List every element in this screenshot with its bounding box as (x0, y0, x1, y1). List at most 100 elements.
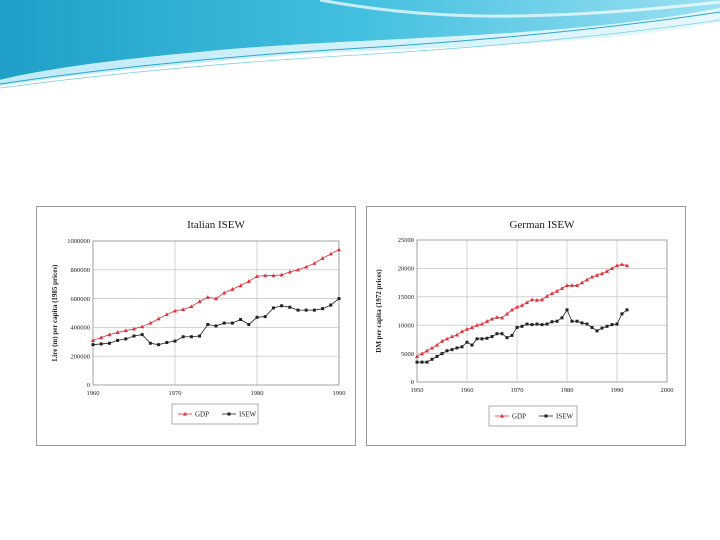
italian-series-gdp-point (238, 283, 243, 288)
italian-series-isew-point (271, 306, 275, 310)
italian-series-gdp-point (123, 328, 128, 333)
banner-wave-light (0, 8, 720, 86)
italian-series-gdp-point (328, 251, 333, 256)
german-series-isew-point (600, 326, 604, 330)
italian-series-gdp-point (148, 320, 153, 325)
banner-wave-dark (0, 0, 720, 80)
german-series-gdp-point (535, 298, 539, 302)
german-series-isew-point (615, 322, 619, 326)
german-series-gdp-point (575, 283, 579, 288)
german-series-gdp-point (485, 319, 489, 323)
german-series-gdp-line (416, 264, 628, 357)
german-x-tick-label: 1980 (561, 387, 574, 394)
italian-series-gdp-point (222, 290, 227, 295)
italian-series-isew-point (99, 342, 103, 346)
german-series-gdp-point (610, 266, 614, 270)
italian-series-gdp-point (296, 267, 300, 272)
italian-series-gdp-point (164, 312, 169, 317)
german-series-gdp-point (430, 345, 434, 350)
italian-series-isew-point (107, 341, 111, 345)
german-series-isew-point (425, 360, 429, 364)
german-legend-gdp-label: GDP (512, 412, 526, 420)
banner-line-2 (0, 19, 720, 89)
italian-plot-frame (92, 240, 340, 386)
german-series-gdp-point (475, 323, 479, 327)
italian-series-gdp-point (230, 287, 235, 291)
italian-y-tick-label: 0 (87, 382, 90, 389)
german-series-gdp-point (590, 274, 594, 279)
german-series-gdp-point (605, 269, 609, 273)
german-series-isew-point (520, 324, 524, 328)
italian-series-isew-point (124, 337, 128, 341)
german-legend-isew-label: ISEW (556, 412, 574, 420)
german-legend-gdp-marker (500, 413, 504, 418)
german-series-isew-point (450, 348, 454, 352)
german-legend-isew-marker (544, 414, 548, 418)
italian-series-isew-point (329, 303, 333, 307)
german-series-gdp-point (495, 315, 499, 319)
german-series-isew-point (430, 357, 434, 361)
german-x-tick-label: 1970 (511, 387, 524, 394)
german-series-isew-point (485, 336, 489, 340)
german-y-tick-label: 10000 (398, 322, 414, 329)
italian-legend-gdp-marker (183, 411, 187, 416)
german-plot-frame (416, 239, 668, 383)
german-y-tick-label: 25000 (398, 237, 414, 244)
german-series-gdp-point (415, 354, 419, 359)
italian-series-gdp-point (132, 326, 136, 331)
german-series-gdp-point (615, 263, 619, 268)
italian-series-isew-point (280, 304, 284, 308)
italian-chart-title: Italian ISEW (187, 219, 245, 231)
italian-series-isew-point (189, 335, 193, 339)
italian-series-isew-point (91, 343, 95, 347)
german-y-axis-label: DM per capita (1972 prices) (375, 269, 383, 353)
german-series-isew-point (475, 337, 479, 341)
german-chart-panel: German ISEW 0 5000 10000 15000 20000 25000 1950… (366, 206, 686, 446)
italian-series-gdp-point (156, 316, 161, 321)
german-series-gdp-point (545, 294, 549, 298)
italian-series-isew-point (296, 308, 300, 312)
german-series-gdp-point (580, 280, 584, 285)
header-banner-swoosh (0, 0, 720, 89)
german-series-gdp-point (435, 342, 439, 347)
german-series-gdp-point (570, 283, 574, 288)
german-series-gdp-point (455, 332, 459, 337)
italian-series-isew-point (157, 343, 161, 347)
german-legend-box (488, 405, 578, 427)
german-series-gdp-point (510, 307, 514, 312)
italian-series-gdp-point (255, 274, 259, 278)
german-y-tick-label: 15000 (398, 294, 414, 301)
german-series-isew-point (570, 319, 574, 323)
italian-series-isew-point (214, 324, 218, 328)
banner-shine (319, 0, 720, 18)
german-series-isew-point (510, 333, 514, 337)
italian-series-isew-point (239, 317, 243, 321)
italian-series-isew-point (263, 315, 267, 319)
german-series-gdp-point (585, 277, 589, 282)
german-x-tick-label: 1960 (461, 387, 474, 394)
italian-series-isew-point (140, 333, 144, 337)
italian-series-isew-point (230, 321, 234, 325)
german-series-gdp-point (565, 283, 569, 288)
german-series-gdp-point (460, 329, 464, 334)
italian-chart-svg: Italian ISEW 0 200000 400000 600000 800000 100… (51, 219, 346, 425)
italian-legend-isew-label: ISEW (239, 410, 257, 418)
german-series-isew-point (565, 308, 569, 312)
german-series-gdp-point (560, 286, 564, 290)
italian-series-isew-point (206, 323, 210, 327)
italian-x-tick-label: 1980 (251, 390, 264, 397)
italian-series-isew-point (337, 297, 341, 301)
german-series-isew-point (465, 340, 469, 344)
german-series-isew-point (540, 323, 544, 327)
german-series-gdp-point (555, 288, 559, 293)
italian-series-gdp-point (246, 279, 251, 283)
italian-series-isew-point (132, 334, 136, 338)
italian-series-gdp-point (140, 324, 145, 329)
italian-legend-gdp-label: GDP (195, 410, 209, 418)
italian-y-tick-label: 600000 (71, 296, 91, 303)
german-series-isew-point (495, 332, 499, 336)
german-series-gdp-point (600, 271, 604, 276)
german-series-isew-point (440, 352, 444, 356)
german-series-gdp-point (550, 291, 554, 295)
german-series-isew-point (455, 346, 459, 350)
